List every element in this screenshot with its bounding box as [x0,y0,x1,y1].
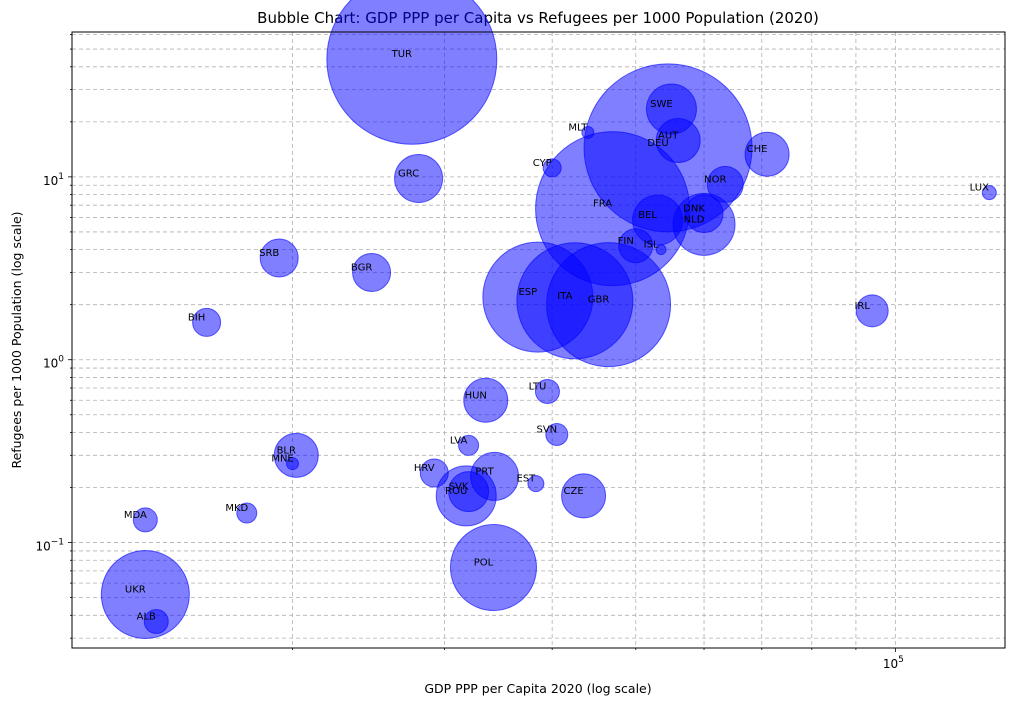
bubble-label-ita: ITA [557,291,572,302]
bubble-label-est: EST [517,474,537,485]
bubble-label-fin: FIN [618,236,634,247]
bubble-label-svk: SVK [449,482,469,493]
bubble-label-hun: HUN [465,390,487,401]
bubble-mne [286,457,300,471]
plot-frame [71,31,1006,649]
bubble-label-deu: DEU [647,138,668,149]
bubble-label-svn: SVN [536,424,557,435]
bubble-label-mne: MNE [271,454,293,465]
bubble-lva [458,434,480,456]
axis-ticks: 105 10−1 100 101 [35,34,904,671]
bubble-label-irl: IRL [854,301,870,312]
bubble-label-gbr: GBR [588,295,610,306]
bubble-label-che: CHE [747,144,768,155]
bubble-label-bel: BEL [638,210,657,221]
bubble-label-mlt: MLT [568,122,588,133]
bubble-lux [981,185,997,201]
bubble-label-isl: ISL [644,240,659,251]
bubble-ltu [534,379,560,405]
grid [72,32,1005,648]
y-tick-label: 10−1 [35,538,64,554]
bubble-pol [449,524,537,612]
bubble-label-pol: POL [474,558,494,569]
bubble-hun [463,377,509,423]
bubble-svn [545,422,569,446]
bubble-label-tur: TUR [391,49,412,60]
bubble-isl [655,244,667,256]
bubble-mda [132,507,158,533]
bubbles [100,0,997,639]
bubble-label-cze: CZE [564,486,584,497]
bubble-gbr [546,242,672,368]
bubble-label-mda: MDA [124,510,147,521]
bubble-est [527,475,545,493]
bubble-cze [561,473,607,519]
bubble-label-rou: ROU [445,486,467,497]
y-tick-label: 101 [43,172,64,188]
bubble-rou [435,465,497,527]
bubble-bgr [352,252,392,292]
x-axis-label: GDP PPP per Capita 2020 (log scale) [424,681,651,696]
x-tick-label: 105 [883,655,904,671]
bubble-label-bgr: BGR [351,262,372,273]
bubble-nld [672,192,736,256]
bubble-alb [143,608,169,634]
bubble-label-nor: NOR [704,174,726,185]
bubble-label-dnk: DNK [683,204,705,215]
bubble-grc [394,153,444,203]
bubble-label-alb: ALB [137,611,156,622]
bubble-label-lux: LUX [970,183,989,194]
bubble-label-prt: PRT [475,466,494,477]
bubble-irl [855,294,889,328]
bubble-blr [273,432,319,478]
bubble-label-esp: ESP [518,287,537,298]
bubble-srb [259,238,299,278]
bubble-bih [192,307,222,337]
bubble-label-hrv: HRV [414,463,435,474]
bubble-label-blr: BLR [277,445,296,456]
y-tick-label: 100 [43,355,64,371]
bubble-label-ukr: UKR [125,584,146,595]
bubble-label-lva: LVA [450,435,468,446]
bubble-tur [326,0,498,145]
bubble-label-bih: BIH [188,312,205,323]
bubble-label-cyp: CYP [533,158,552,169]
y-axis-label: Refugees per 1000 Population (log scale) [9,211,24,468]
bubble-label-grc: GRC [398,168,419,179]
bubble-label-fra: FRA [593,199,612,210]
bubble-label-nld: NLD [684,214,705,225]
bubble-label-aut: AUT [658,131,679,142]
bubble-label-srb: SRB [259,248,279,259]
bubble-mkd [236,502,258,524]
bubble-che [744,131,790,177]
bubble-label-mkd: MKD [225,503,248,514]
bubble-label-swe: SWE [650,99,673,110]
bubble-label-ltu: LTU [529,382,547,393]
